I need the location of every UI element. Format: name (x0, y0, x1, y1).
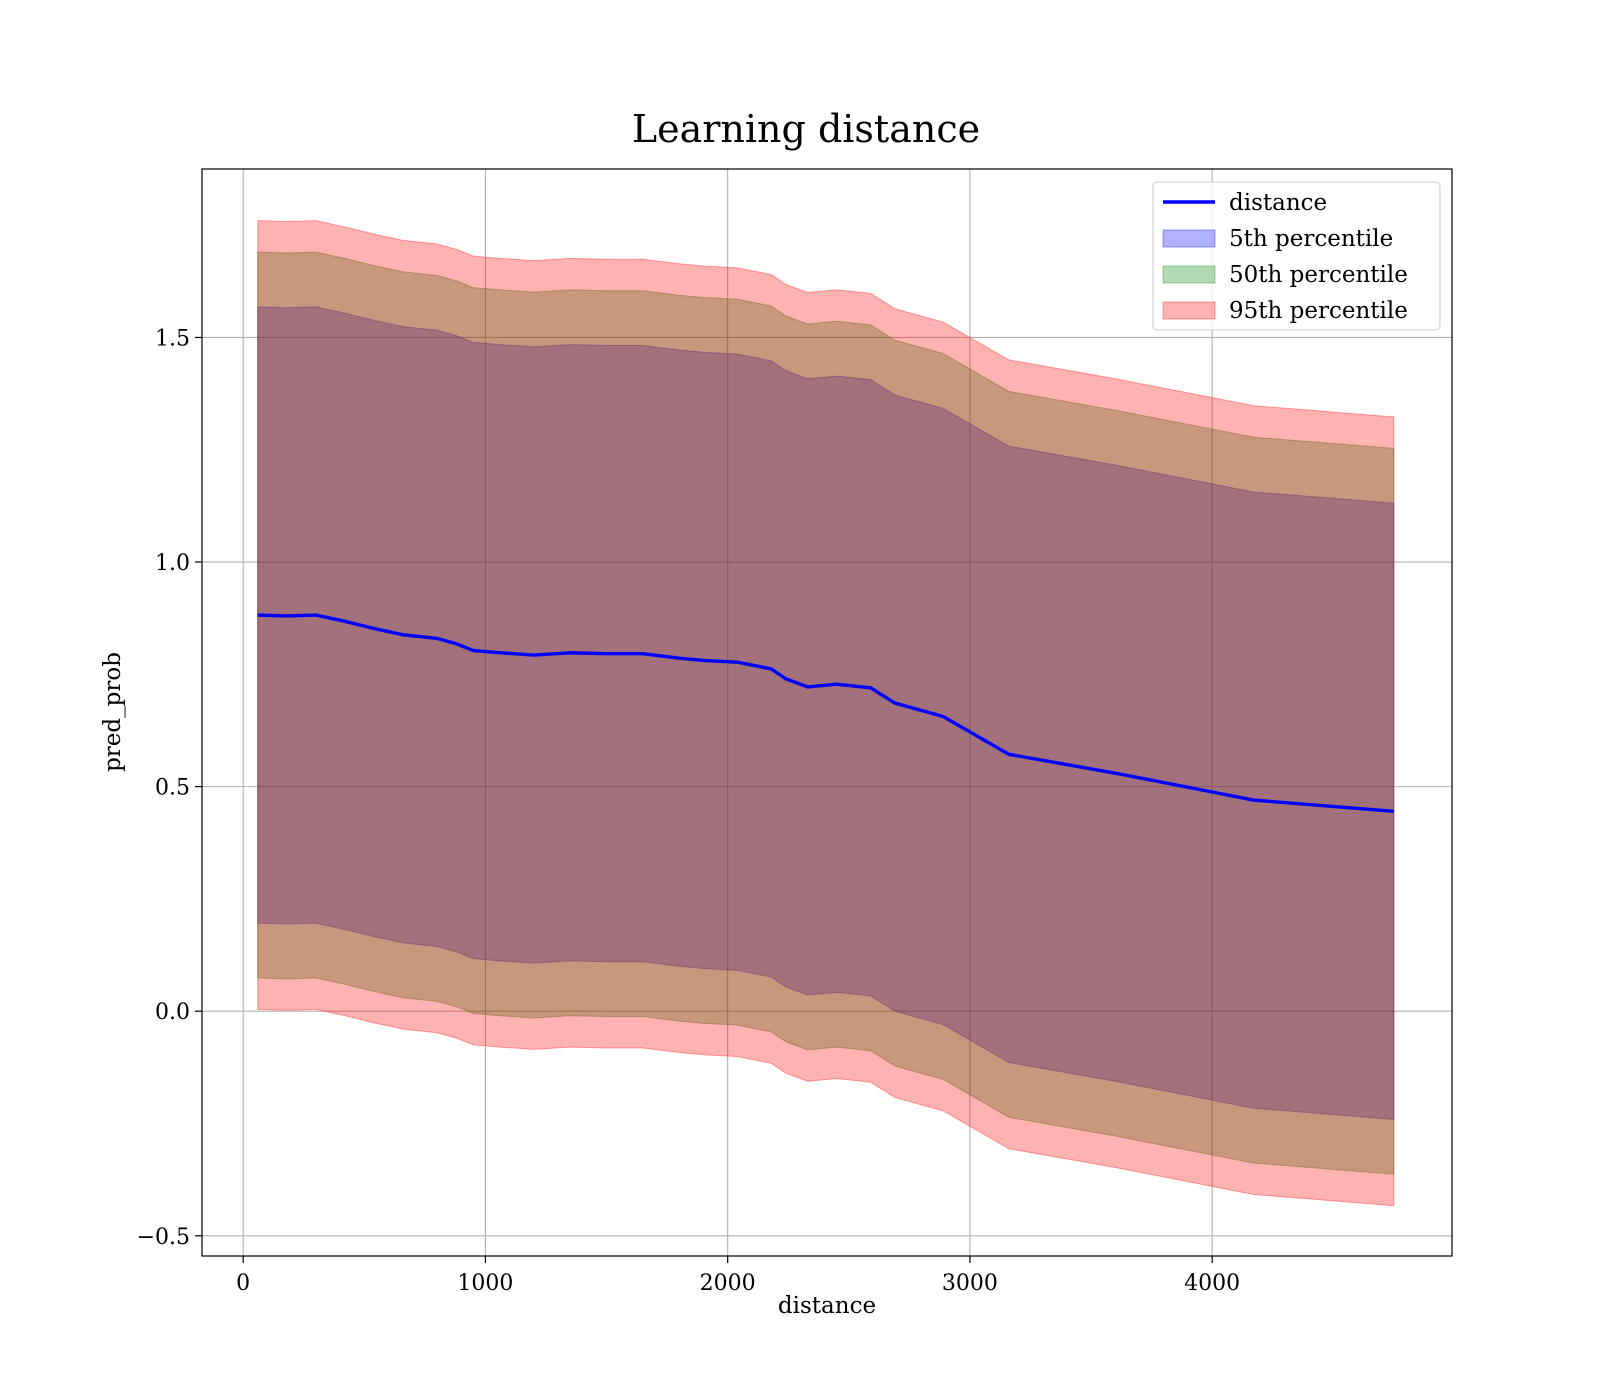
series-lines (257, 613, 1394, 814)
x-tick-label: 2000 (700, 1271, 756, 1296)
plot-frame (201, 168, 1453, 1257)
legend-box (1152, 181, 1441, 331)
legend-label: distance (1229, 190, 1327, 216)
legend-swatch (1162, 301, 1216, 320)
legend-label: 95th percentile (1229, 298, 1408, 324)
band-95th-percentile (257, 220, 1395, 1207)
y-tick-label: 1.5 (155, 326, 190, 351)
chart-title: Learning distance (632, 107, 980, 151)
y-tick-label: 0.0 (155, 1000, 190, 1025)
x-tick-label: 4000 (1184, 1271, 1240, 1296)
y-tick-label: −0.5 (137, 1225, 190, 1250)
band-areas (257, 220, 1395, 1207)
legend-swatch (1162, 265, 1216, 284)
line-distance (257, 613, 1394, 814)
y-axis-ticks: −0.5 0.0 0.5 1.0 1.5 (137, 326, 202, 1250)
band-5th-percentile (257, 306, 1395, 1120)
band-50th-percentile (257, 251, 1395, 1175)
legend: distance 5th percentile 50th percentile 95t… (1152, 181, 1441, 331)
legend-label: 5th percentile (1229, 226, 1393, 252)
y-axis-label: pred_prob (100, 652, 126, 772)
y-tick-label: 1.0 (155, 551, 190, 576)
y-tick-label: 0.5 (155, 776, 190, 801)
x-tick-label: 0 (236, 1271, 250, 1296)
legend-swatch (1162, 229, 1216, 248)
legend-label: 50th percentile (1229, 262, 1408, 288)
x-tick-label: 1000 (457, 1271, 513, 1296)
x-axis-label: distance (778, 1293, 876, 1319)
x-axis-ticks: 0 1000 2000 3000 4000 (236, 1256, 1240, 1296)
grid (202, 169, 1452, 1256)
x-tick-label: 3000 (942, 1271, 998, 1296)
